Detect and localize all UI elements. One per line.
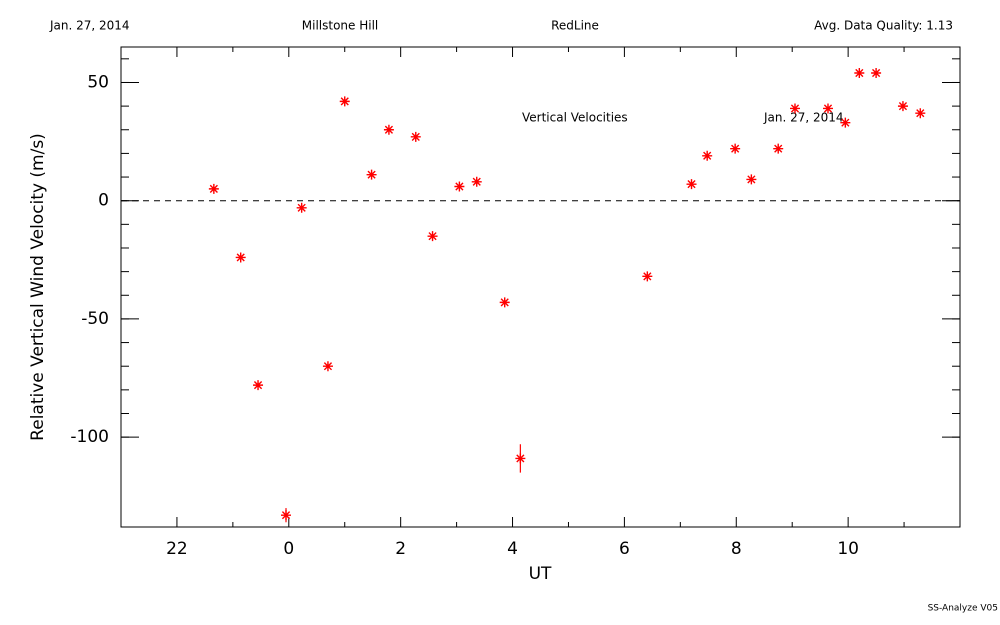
point <box>322 361 333 372</box>
point <box>471 176 482 187</box>
annotation: Jan. 27, 2014 <box>763 111 844 125</box>
point <box>746 174 757 185</box>
header-date: Jan. 27, 2014 <box>49 19 130 33</box>
point <box>871 68 882 79</box>
x-tick-label: 8 <box>731 539 742 559</box>
x-tick-label: 4 <box>507 539 518 559</box>
point <box>915 108 926 119</box>
y-axis-label: Relative Vertical Wind Velocity (m/s) <box>28 133 48 441</box>
point <box>773 143 784 154</box>
x-tick-label: 6 <box>619 539 630 559</box>
x-tick-label: 22 <box>166 539 188 559</box>
point <box>366 169 377 180</box>
point <box>281 510 292 521</box>
y-tick-label: 0 <box>98 191 109 211</box>
annotation: Vertical Velocities <box>522 111 628 125</box>
point <box>840 117 851 128</box>
point <box>454 181 465 192</box>
point <box>822 103 833 114</box>
point <box>642 271 653 282</box>
point <box>897 101 908 112</box>
plot-frame <box>120 46 961 528</box>
y-tick-label: 50 <box>87 72 109 92</box>
point <box>854 68 865 79</box>
point <box>235 252 246 263</box>
point <box>253 380 264 391</box>
point <box>208 183 219 194</box>
point <box>789 103 800 114</box>
point <box>730 143 741 154</box>
point <box>427 231 438 242</box>
x-tick-label: 2 <box>395 539 406 559</box>
point <box>686 179 697 190</box>
y-tick-label: -100 <box>70 427 109 447</box>
header-line: RedLine <box>551 19 599 33</box>
point <box>296 202 307 213</box>
x-axis-label: UT <box>529 564 552 584</box>
header-quality: Avg. Data Quality: 1.13 <box>814 19 953 33</box>
x-tick-label: 10 <box>837 539 859 559</box>
y-tick-label: -50 <box>81 309 109 329</box>
footer: SS-Analyze V05 <box>928 604 998 614</box>
point <box>515 453 526 464</box>
point <box>499 297 510 308</box>
point <box>410 131 421 142</box>
point <box>702 150 713 161</box>
x-tick-label: 0 <box>283 539 294 559</box>
point <box>339 96 350 107</box>
point <box>383 124 394 135</box>
header-site: Millstone Hill <box>302 19 378 33</box>
